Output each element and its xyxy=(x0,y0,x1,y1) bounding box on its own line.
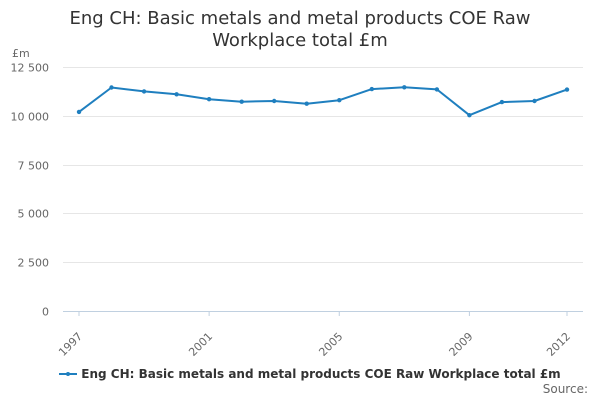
x-tick-label: 2005 xyxy=(316,330,345,359)
data-point xyxy=(109,85,114,90)
data-point xyxy=(304,101,309,106)
legend-label: Eng CH: Basic metals and metal products … xyxy=(81,367,561,381)
data-point xyxy=(141,89,147,94)
data-point xyxy=(369,86,374,92)
y-tick-label: 5 000 xyxy=(18,208,50,221)
x-tick-labels: 1997 2001 2005 2009 2012 xyxy=(56,330,573,359)
y-unit-label: £m xyxy=(12,47,30,60)
y-tick-label: 12 500 xyxy=(11,62,50,75)
x-tick-label: 1997 xyxy=(56,330,85,359)
data-point xyxy=(272,98,277,104)
data-point xyxy=(174,92,179,97)
legend-swatch xyxy=(59,368,78,380)
axes: £m xyxy=(12,47,583,316)
data-point xyxy=(402,85,407,90)
data-point xyxy=(206,97,212,102)
data-point xyxy=(532,98,537,104)
gridlines xyxy=(63,67,583,263)
y-tick-label: 10 000 xyxy=(11,111,50,124)
data-point xyxy=(76,109,82,115)
y-tick-label: 2 500 xyxy=(18,257,50,270)
x-tick-label: 2012 xyxy=(544,330,573,359)
data-point xyxy=(239,99,244,104)
legend[interactable]: Eng CH: Basic metals and metal products … xyxy=(40,364,580,384)
data-point xyxy=(467,113,472,118)
data-point xyxy=(564,87,570,92)
y-tick-label: 7 500 xyxy=(18,160,50,173)
series-layer xyxy=(76,85,570,118)
source-label: Source: xyxy=(542,382,588,396)
data-point xyxy=(434,87,440,92)
chart-title-line-2: Workplace total £m xyxy=(212,30,388,51)
series-line xyxy=(78,86,568,117)
y-tick-labels: 0 2 500 5 000 7 500 10 000 12 500 xyxy=(11,62,50,319)
chart-title-line-1: Eng CH: Basic metals and metal products … xyxy=(69,8,531,29)
y-tick-label: 0 xyxy=(42,306,49,319)
x-tick-label: 2001 xyxy=(186,330,215,359)
data-point xyxy=(499,99,505,105)
chart-title: Eng CH: Basic metals and metal products … xyxy=(0,8,600,52)
data-point xyxy=(337,98,342,103)
x-tick-label: 2009 xyxy=(447,330,476,359)
